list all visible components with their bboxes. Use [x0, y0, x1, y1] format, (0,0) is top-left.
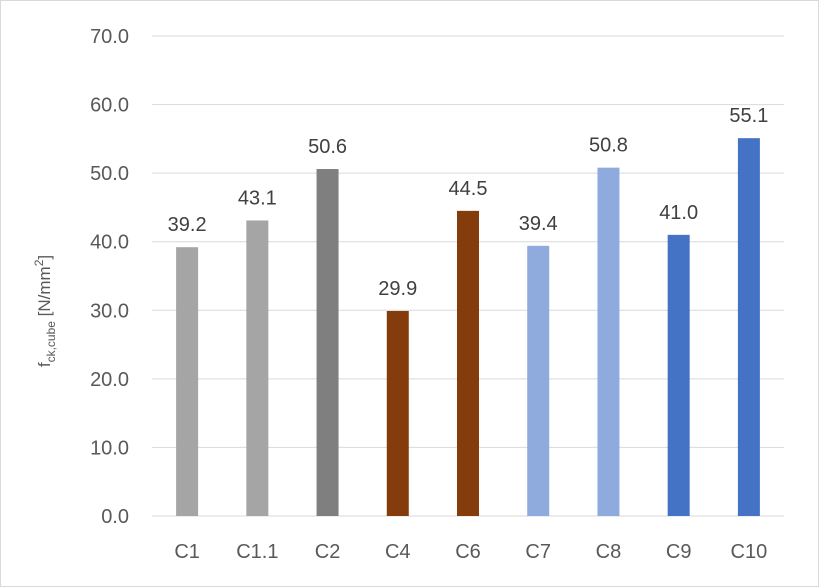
- x-tick-label: C7: [525, 541, 551, 563]
- bar-c4: [386, 310, 409, 516]
- bar-c7: [527, 245, 550, 517]
- y-tick-label: 10.0: [90, 437, 129, 459]
- y-tick-label: 50.0: [90, 163, 129, 185]
- x-tick-labels: C1 C1.1 C2 C4 C6 C7 C8 C9 C10: [174, 541, 767, 563]
- data-label: 50.6: [308, 136, 347, 158]
- bar-c6: [457, 210, 479, 516]
- data-label: 41.0: [659, 202, 698, 224]
- x-tick-label: C4: [385, 541, 411, 563]
- x-tick-label: C10: [731, 541, 768, 563]
- y-tick-label: 0.0: [101, 506, 129, 528]
- data-labels: 39.2 43.1 50.6 29.9 44.5 39.4 50.8 41.0 55.1: [168, 105, 769, 300]
- x-tick-label: C8: [596, 541, 622, 563]
- bar-c10: [737, 138, 760, 516]
- y-tick-labels: 0.0 10.0 20.0 30.0 40.0 50.0 60.0 70.0: [90, 26, 129, 528]
- bar-c2: [316, 169, 339, 516]
- data-label: 44.5: [449, 178, 488, 200]
- y-tick-label: 40.0: [90, 232, 129, 254]
- y-tick-label: 20.0: [90, 369, 129, 391]
- x-tick-label: C1: [174, 541, 200, 563]
- x-tick-label: C2: [315, 541, 341, 563]
- data-label: 39.4: [519, 213, 558, 235]
- x-tick-label: C9: [666, 541, 692, 563]
- bar-c1-1: [246, 220, 269, 516]
- y-tick-label: 60.0: [90, 95, 129, 117]
- bar-c1: [176, 247, 199, 516]
- y-tick-label: 30.0: [90, 300, 129, 322]
- data-label: 55.1: [729, 105, 768, 127]
- x-tick-label: C6: [455, 541, 481, 563]
- x-tick-label: C1.1: [236, 541, 278, 563]
- bar-c9: [667, 234, 690, 516]
- data-label: 43.1: [238, 187, 277, 209]
- data-label: 39.2: [168, 214, 207, 236]
- y-axis-title: fck,cube [N/mm2]: [32, 255, 58, 367]
- y-tick-label: 70.0: [90, 26, 129, 48]
- data-label: 50.8: [589, 135, 628, 157]
- bars: [176, 138, 760, 517]
- bar-c8: [597, 167, 620, 516]
- data-label: 29.9: [378, 278, 417, 300]
